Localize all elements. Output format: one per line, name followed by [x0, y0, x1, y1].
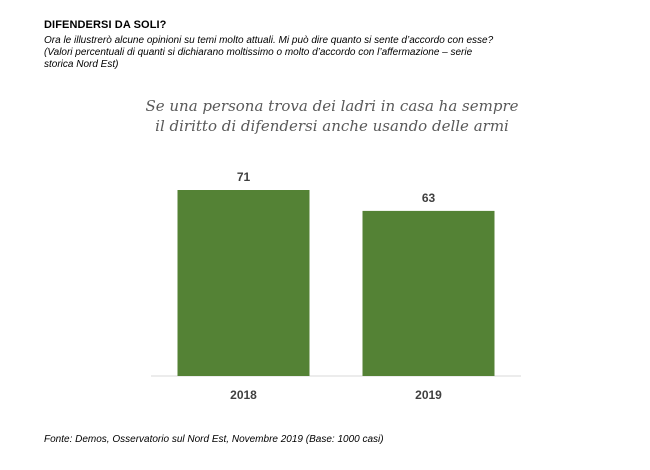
question-note-line: storica Nord Est): [44, 59, 119, 70]
source-note: Fonte: Demos, Osservatorio sul Nord Est,…: [44, 434, 384, 445]
question-line: Ora le illustrerò alcune opinioni su tem…: [44, 35, 494, 46]
page-title: DIFENDERSI DA SOLI?: [44, 19, 167, 31]
data-label-2019: 63: [422, 191, 436, 205]
category-label-2019: 2019: [415, 388, 442, 402]
chart-title-line: Se una persona trova dei ladri in casa h…: [145, 97, 519, 115]
bar-2019: [362, 210, 495, 376]
category-label-2018: 2018: [230, 388, 257, 402]
question-text: Ora le illustrerò alcune opinioni su tem…: [44, 35, 604, 71]
bar-2018: [177, 190, 310, 376]
chart-title: Se una persona trova dei ladri in casa h…: [130, 96, 534, 136]
chart-title-line: il diritto di difendersi anche usando de…: [155, 117, 509, 135]
bars-group: 71 2018 63 2019: [177, 170, 495, 402]
data-label-2018: 71: [237, 170, 251, 184]
question-note-line: (Valori percentuali di quanti si dichiar…: [44, 47, 473, 58]
